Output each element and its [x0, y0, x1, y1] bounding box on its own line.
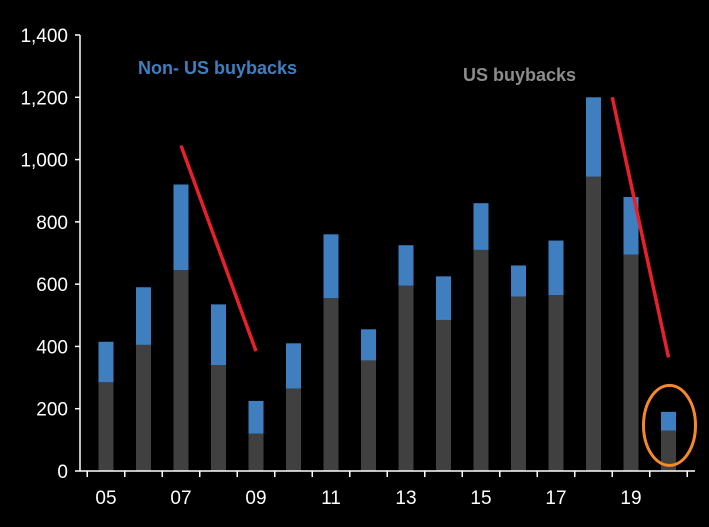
y-tick-label-200: 200	[36, 400, 68, 421]
bar-us-2019	[623, 254, 639, 471]
bar-non-us-2010	[286, 343, 301, 389]
bar-us-2014	[436, 319, 451, 471]
y-tick-label-0: 0	[57, 462, 68, 483]
bar-us-2018	[586, 176, 601, 471]
x-tick-label-07: 07	[170, 488, 191, 509]
series-label-non-us: Non- US buybacks	[138, 58, 297, 78]
y-tick-label-400: 400	[36, 337, 68, 358]
bar-non-us-2018	[586, 97, 601, 177]
bar-non-us-2016	[511, 265, 526, 297]
y-tick-label-1200: 1,200	[20, 88, 68, 109]
bar-us-2009	[248, 433, 264, 471]
bar-us-2020	[661, 430, 676, 471]
highlight-circle	[642, 383, 697, 467]
bar-non-us-2011	[323, 234, 339, 299]
bar-non-us-2007	[173, 184, 189, 271]
axes-group: 0 200 400 600 800 1,000 1,200 1,400 05 07 09 11 13 15…	[20, 26, 695, 509]
bar-non-us-2008	[211, 304, 226, 366]
bar-us-2006	[136, 344, 151, 471]
y-tick-label-800: 800	[36, 213, 68, 234]
bar-us-2012	[361, 360, 376, 471]
trend-line-1	[179, 144, 258, 352]
bar-us-2008	[211, 365, 226, 471]
y-tick-label-1400: 1,400	[20, 26, 68, 47]
x-tick-label-13: 13	[395, 488, 416, 509]
bar-us-2011	[323, 298, 339, 471]
bar-non-us-2019	[623, 196, 639, 255]
bar-non-us-2006	[136, 287, 151, 345]
bar-us-2007	[173, 270, 189, 471]
bar-us-2016	[511, 296, 526, 471]
trend-line-2	[610, 96, 671, 358]
bars-group	[98, 97, 676, 471]
x-tick-label-19: 19	[620, 488, 641, 509]
bar-us-2010	[286, 388, 301, 471]
x-tick-label-15: 15	[470, 488, 491, 509]
x-tick-label-11: 11	[321, 488, 341, 509]
bar-non-us-2012	[361, 329, 376, 361]
x-tick-label-05: 05	[95, 488, 116, 509]
annotations-group	[179, 96, 697, 467]
bar-non-us-2013	[398, 245, 414, 286]
bar-non-us-2015	[473, 203, 489, 250]
x-tick-label-09: 09	[245, 488, 266, 509]
bar-us-2015	[473, 249, 489, 471]
y-tick-label-1000: 1,000	[20, 151, 68, 172]
y-tick-label-600: 600	[36, 275, 68, 296]
series-label-us: US buybacks	[463, 65, 576, 85]
bar-non-us-2005	[98, 341, 114, 383]
bar-us-2013	[398, 285, 414, 471]
bar-non-us-2009	[248, 400, 264, 434]
bar-non-us-2020	[661, 411, 676, 431]
bar-us-2005	[98, 382, 114, 471]
bar-non-us-2017	[548, 240, 564, 296]
bar-us-2017	[548, 295, 564, 471]
bar-non-us-2014	[436, 276, 451, 320]
x-tick-label-17: 17	[545, 488, 566, 509]
